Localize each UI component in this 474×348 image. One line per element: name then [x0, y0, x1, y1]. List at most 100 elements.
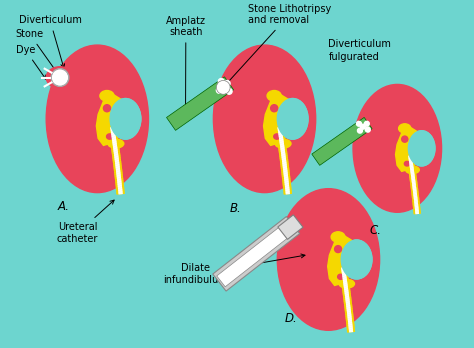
Bar — [348, 320, 352, 322]
Polygon shape — [264, 92, 292, 145]
Bar — [341, 281, 349, 283]
Bar — [277, 135, 285, 137]
Bar — [279, 140, 283, 142]
Bar — [411, 174, 415, 175]
Bar — [116, 190, 125, 192]
Bar — [346, 309, 351, 310]
Bar — [278, 131, 283, 133]
Bar — [111, 135, 116, 137]
Bar — [281, 171, 290, 173]
Bar — [282, 179, 291, 181]
Bar — [276, 130, 284, 132]
Bar — [346, 305, 350, 307]
Bar — [112, 140, 117, 142]
Bar — [114, 154, 118, 156]
Bar — [348, 323, 352, 325]
Bar — [283, 168, 287, 170]
Bar — [415, 207, 419, 208]
Bar — [284, 176, 288, 178]
Bar — [340, 271, 348, 274]
Bar — [343, 297, 351, 299]
Bar — [410, 176, 417, 178]
Bar — [407, 161, 415, 164]
Bar — [285, 191, 290, 192]
Bar — [114, 170, 122, 172]
Bar — [278, 143, 286, 145]
Bar — [343, 283, 347, 284]
Bar — [345, 313, 353, 315]
Bar — [117, 193, 125, 195]
Bar — [280, 142, 284, 144]
Bar — [342, 271, 346, 273]
Bar — [279, 152, 287, 154]
Bar — [283, 191, 292, 193]
Bar — [348, 321, 352, 322]
Bar — [283, 170, 287, 172]
Bar — [117, 181, 121, 182]
Bar — [112, 158, 121, 160]
Bar — [112, 154, 120, 156]
Bar — [345, 307, 353, 309]
Bar — [276, 130, 284, 133]
Bar — [284, 182, 289, 184]
Bar — [343, 295, 351, 298]
Bar — [342, 291, 351, 293]
Bar — [276, 134, 285, 137]
Bar — [410, 165, 413, 166]
Bar — [347, 312, 351, 314]
Bar — [280, 148, 285, 149]
Bar — [345, 294, 349, 296]
Circle shape — [216, 80, 230, 94]
Bar — [110, 139, 118, 141]
Bar — [112, 156, 120, 158]
Bar — [118, 191, 123, 192]
Bar — [344, 287, 348, 288]
Bar — [281, 168, 289, 171]
Bar — [116, 191, 125, 193]
Bar — [346, 308, 351, 309]
Bar — [116, 168, 120, 170]
Bar — [282, 177, 291, 179]
Bar — [346, 315, 354, 317]
Bar — [276, 131, 284, 133]
Bar — [343, 281, 347, 283]
Bar — [410, 180, 417, 182]
Bar — [408, 163, 415, 165]
Bar — [118, 192, 123, 193]
Bar — [344, 300, 352, 302]
Circle shape — [365, 121, 369, 126]
Bar — [409, 169, 416, 172]
Bar — [284, 180, 289, 182]
Bar — [166, 77, 234, 130]
Bar — [111, 135, 116, 136]
Bar — [413, 189, 417, 190]
Ellipse shape — [353, 85, 442, 212]
Bar — [409, 171, 416, 173]
Bar — [344, 301, 352, 303]
Bar — [415, 210, 419, 211]
Bar — [413, 195, 417, 197]
Bar — [111, 133, 116, 135]
Bar — [111, 149, 120, 152]
Bar — [115, 176, 123, 178]
Bar — [281, 153, 285, 155]
Bar — [409, 161, 413, 163]
Text: Amplatz
sheath: Amplatz sheath — [166, 16, 206, 110]
Bar — [116, 171, 120, 172]
Bar — [348, 324, 353, 325]
Bar — [412, 198, 419, 200]
Bar — [116, 169, 120, 171]
Bar — [346, 318, 354, 321]
Bar — [410, 169, 414, 170]
Bar — [279, 136, 283, 138]
Bar — [347, 331, 355, 333]
Ellipse shape — [213, 45, 316, 192]
Bar — [111, 146, 119, 148]
Bar — [109, 130, 117, 132]
Bar — [114, 171, 122, 173]
Bar — [286, 192, 290, 194]
Circle shape — [51, 69, 69, 86]
Bar — [114, 172, 123, 174]
Bar — [414, 203, 418, 204]
Bar — [280, 161, 289, 164]
